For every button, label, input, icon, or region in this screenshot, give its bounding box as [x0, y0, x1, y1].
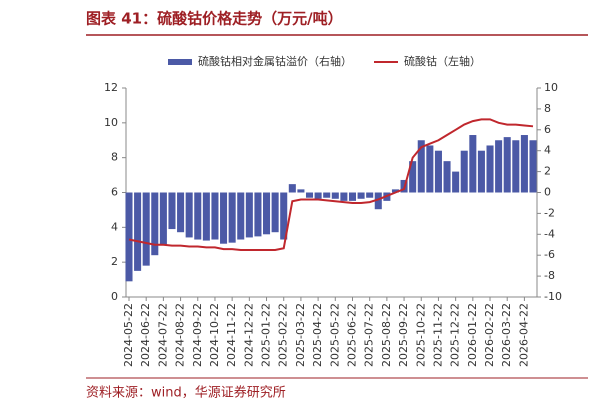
- x-tick-label: 2026-03-22: [500, 303, 513, 367]
- y-tick-label: 12: [104, 81, 118, 94]
- bar: [220, 192, 228, 244]
- bar: [503, 137, 511, 193]
- bar: [512, 140, 520, 193]
- x-tick-label: 2024-12-22: [242, 303, 255, 367]
- source: 资料来源：wind，华源证券研究所: [86, 385, 286, 401]
- bar: [486, 145, 494, 193]
- bar: [331, 192, 339, 199]
- bar: [443, 161, 451, 193]
- bar: [237, 192, 245, 240]
- x-tick-label: 2024-09-22: [191, 303, 204, 367]
- bar: [194, 192, 202, 240]
- bar: [254, 192, 262, 237]
- bar: [185, 192, 193, 238]
- x-tick-label: 2026-01-22: [466, 303, 479, 367]
- y2-tick-label: 8: [544, 102, 551, 115]
- bar: [357, 192, 365, 199]
- bar: [280, 192, 288, 240]
- bar: [168, 192, 176, 230]
- x-tick-label: 2025-05-22: [328, 303, 341, 367]
- x-tick-label: 2025-06-22: [345, 303, 358, 367]
- y2-tick-label: -8: [544, 269, 555, 282]
- chart-title: 图表 41：硫酸钴价格走势（万元/吨）: [86, 10, 343, 28]
- y-tick-label: 4: [111, 220, 118, 233]
- x-tick-label: 2024-11-22: [225, 303, 238, 367]
- bar: [297, 189, 305, 193]
- bar: [520, 135, 528, 193]
- bar: [202, 192, 210, 241]
- bar: [477, 150, 485, 193]
- bar: [288, 184, 296, 193]
- line: [128, 118, 534, 251]
- bar: [495, 140, 503, 193]
- bar: [366, 192, 374, 198]
- bar: [211, 192, 219, 240]
- bar: [271, 192, 279, 233]
- bar: [460, 150, 468, 193]
- y2-tick-label: 4: [544, 144, 551, 157]
- bar: [151, 192, 159, 256]
- y2-tick-label: 6: [544, 123, 551, 136]
- bar: [134, 192, 142, 271]
- bar: [348, 192, 357, 201]
- bar: [228, 192, 236, 243]
- bar: [434, 150, 442, 193]
- x-tick-label: 2025-11-22: [431, 303, 444, 367]
- bar: [452, 171, 460, 193]
- y-tick-label: 8: [111, 151, 118, 164]
- y-tick-label: 2: [111, 255, 118, 268]
- bar: [177, 192, 185, 233]
- x-tick-label: 2025-09-22: [397, 303, 410, 367]
- x-tick-label: 2025-01-22: [260, 303, 273, 367]
- y-tick-label: 6: [111, 186, 118, 199]
- bar: [314, 192, 322, 199]
- y2-tick-label: 0: [544, 186, 551, 199]
- bar: [142, 192, 150, 266]
- legend-label: 硫酸钴（左轴）: [404, 54, 481, 68]
- y-tick-label: 0: [111, 290, 118, 303]
- bar: [340, 192, 348, 201]
- bar: [305, 192, 314, 198]
- bar: [323, 192, 331, 198]
- bar: [426, 145, 434, 193]
- y2-tick-label: 10: [544, 81, 558, 94]
- bar: [529, 140, 537, 193]
- x-tick-label: 2024-07-22: [156, 303, 169, 367]
- bar: [125, 192, 133, 282]
- x-tick-label: 2024-05-22: [122, 303, 135, 367]
- bar: [417, 140, 425, 193]
- x-tick-label: 2026-02-22: [483, 303, 496, 367]
- x-tick-label: 2025-02-22: [277, 303, 290, 367]
- bar: [263, 192, 271, 235]
- x-tick-label: 2026-04-22: [517, 303, 530, 367]
- x-tick-label: 2025-03-22: [294, 303, 307, 367]
- y2-tick-label: -6: [544, 248, 555, 261]
- x-tick-label: 2025-12-22: [449, 303, 462, 367]
- y2-tick-label: -10: [544, 290, 562, 303]
- bar: [159, 192, 167, 245]
- x-tick-label: 2024-06-22: [139, 303, 152, 367]
- x-tick-label: 2025-04-22: [311, 303, 324, 367]
- y2-tick-label: -4: [544, 227, 555, 240]
- legend-label: 硫酸钴相对金属钴溢价（右轴）: [198, 54, 352, 68]
- x-tick-label: 2024-10-22: [208, 303, 221, 367]
- x-tick-label: 2024-08-22: [174, 303, 187, 367]
- x-tick-label: 2025-10-22: [414, 303, 427, 367]
- y2-tick-label: 2: [544, 165, 551, 178]
- bar: [391, 189, 399, 193]
- y2-tick-label: -2: [544, 206, 555, 219]
- y-tick-label: 10: [104, 116, 118, 129]
- legend-swatch: [168, 59, 192, 65]
- bar: [374, 192, 382, 210]
- bar: [469, 135, 477, 193]
- bar: [245, 192, 253, 238]
- bar: [409, 161, 417, 193]
- x-tick-label: 2025-07-22: [363, 303, 376, 367]
- x-tick-label: 2025-08-22: [380, 303, 393, 367]
